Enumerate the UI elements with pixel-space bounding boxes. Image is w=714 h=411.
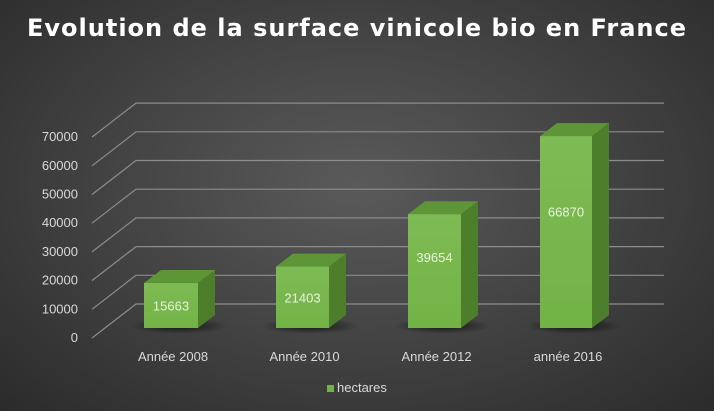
x-tick-label: année 2016 (534, 349, 603, 364)
gridline (91, 246, 664, 282)
gridline (91, 217, 664, 253)
data-label: 39654 (416, 250, 452, 265)
bar (408, 214, 461, 328)
x-tick-label: Année 2012 (401, 349, 471, 364)
bar-top (540, 123, 609, 137)
y-tick-label: 40000 (42, 215, 78, 230)
y-tick-label: 10000 (42, 301, 78, 316)
y-tick-label: 0 (71, 330, 78, 345)
bar-side (592, 123, 609, 328)
gridline (91, 102, 664, 138)
data-label: 15663 (153, 299, 189, 314)
chart-title: Evolution de la surface vinicole bio en … (27, 14, 687, 42)
bar (144, 283, 198, 328)
gridline (91, 131, 664, 167)
gridline (91, 188, 664, 224)
y-tick-label: 20000 (42, 273, 78, 288)
y-tick-label: 60000 (42, 158, 78, 173)
bar-top (408, 201, 478, 215)
y-tick-label: 70000 (42, 129, 78, 144)
y-tick-label: 30000 (42, 244, 78, 259)
x-tick-label: Année 2010 (269, 349, 339, 364)
legend-swatch (327, 385, 334, 392)
bar-side (461, 201, 478, 328)
data-label: 21403 (284, 290, 320, 305)
gridline (91, 274, 664, 310)
bar (276, 266, 329, 328)
gridline (91, 303, 664, 339)
bar-side (329, 253, 346, 328)
y-tick-label: 50000 (42, 187, 78, 202)
bar-top (144, 270, 215, 284)
bar-side (198, 270, 215, 328)
gridline (91, 159, 664, 195)
bar (540, 136, 592, 328)
x-tick-label: Année 2008 (138, 349, 208, 364)
bar-top (276, 253, 346, 267)
data-label: 66870 (548, 205, 584, 220)
legend-label: hectares (337, 380, 387, 395)
